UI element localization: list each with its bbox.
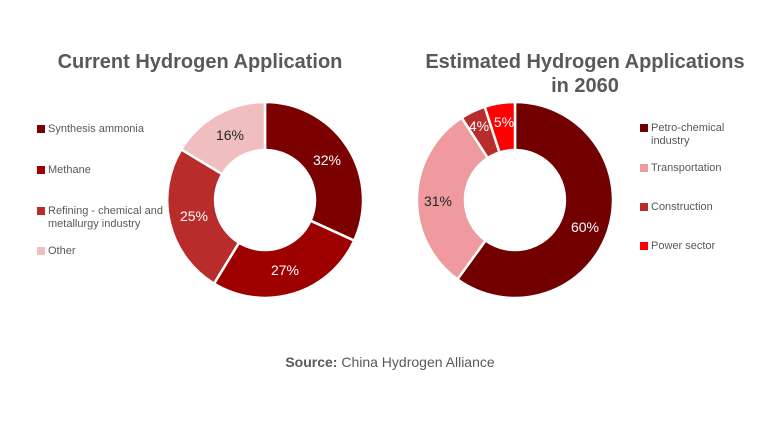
data-label: 25% <box>180 208 208 224</box>
data-label: 32% <box>313 152 341 168</box>
legend-swatch <box>640 242 648 250</box>
slice-other <box>179 100 267 176</box>
slice-power-sector <box>483 100 517 154</box>
source-text: China Hydrogen Alliance <box>337 354 495 370</box>
legend-swatch <box>37 247 45 255</box>
legend-swatch <box>37 166 45 174</box>
source-caption: Source: China Hydrogen Alliance <box>0 354 780 370</box>
legend-item-transportation: Transportation <box>640 162 780 175</box>
legend-item-power-sector: Power sector <box>640 240 780 253</box>
legend-item-methane: Methane <box>37 164 187 177</box>
legend-swatch <box>640 124 648 132</box>
legend-item-synthesis-ammonia: Synthesis ammonia <box>37 123 187 136</box>
legend-swatch <box>640 164 648 172</box>
data-label: 5% <box>494 114 514 130</box>
legend-label: Other <box>48 245 76 257</box>
legend-item-refining: Refining - chemical and metallurgy indus… <box>37 205 167 231</box>
data-label: 60% <box>571 219 599 235</box>
data-label: 27% <box>271 262 299 278</box>
slice-synthesis-ammonia <box>263 100 365 243</box>
legend-label: Construction <box>651 201 713 213</box>
chart-title-line1: Estimated Hydrogen Applications <box>425 51 745 73</box>
source-prefix: Source: <box>285 354 338 370</box>
legend-item-petro-chemical: Petro-chemical industry <box>640 122 750 148</box>
data-label: 16% <box>216 127 244 143</box>
legend-swatch <box>640 203 648 211</box>
legend-item-construction: Construction <box>640 201 780 214</box>
legend-item-other: Other <box>37 245 187 258</box>
chart-title-estimated: Estimated Hydrogen Applications in 2060 <box>400 50 770 98</box>
data-label: 4% <box>469 118 489 134</box>
slice-petro-chemical <box>455 100 615 300</box>
slice-methane <box>212 219 356 300</box>
legend-label: Transportation <box>651 162 722 174</box>
legend-label: Methane <box>48 164 91 176</box>
chart-title-current: Current Hydrogen Application <box>57 51 343 73</box>
legend-swatch <box>37 125 45 133</box>
chart-title-line2: in 2060 <box>551 75 619 97</box>
slice-refining <box>166 147 241 286</box>
slice-transportation <box>415 115 490 282</box>
legend-label: Synthesis ammonia <box>48 123 144 135</box>
legend-label: Power sector <box>651 240 716 252</box>
data-label: 31% <box>424 193 452 209</box>
legend-swatch <box>37 207 45 215</box>
legend-label: Petro-chemical industry <box>651 122 725 147</box>
legend-label: Refining - chemical and metallurgy indus… <box>48 205 163 230</box>
